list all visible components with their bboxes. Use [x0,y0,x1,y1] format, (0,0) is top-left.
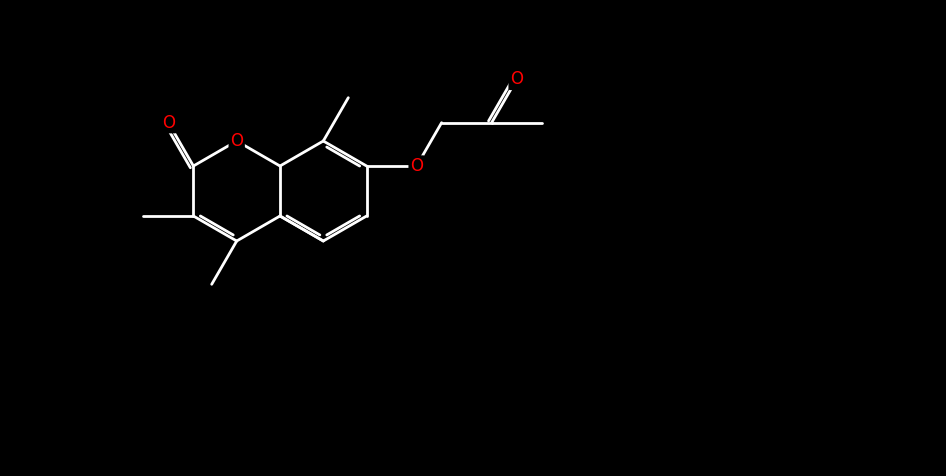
Text: O: O [510,70,523,89]
Text: O: O [411,157,423,175]
Text: O: O [230,132,243,150]
Text: O: O [162,114,175,132]
